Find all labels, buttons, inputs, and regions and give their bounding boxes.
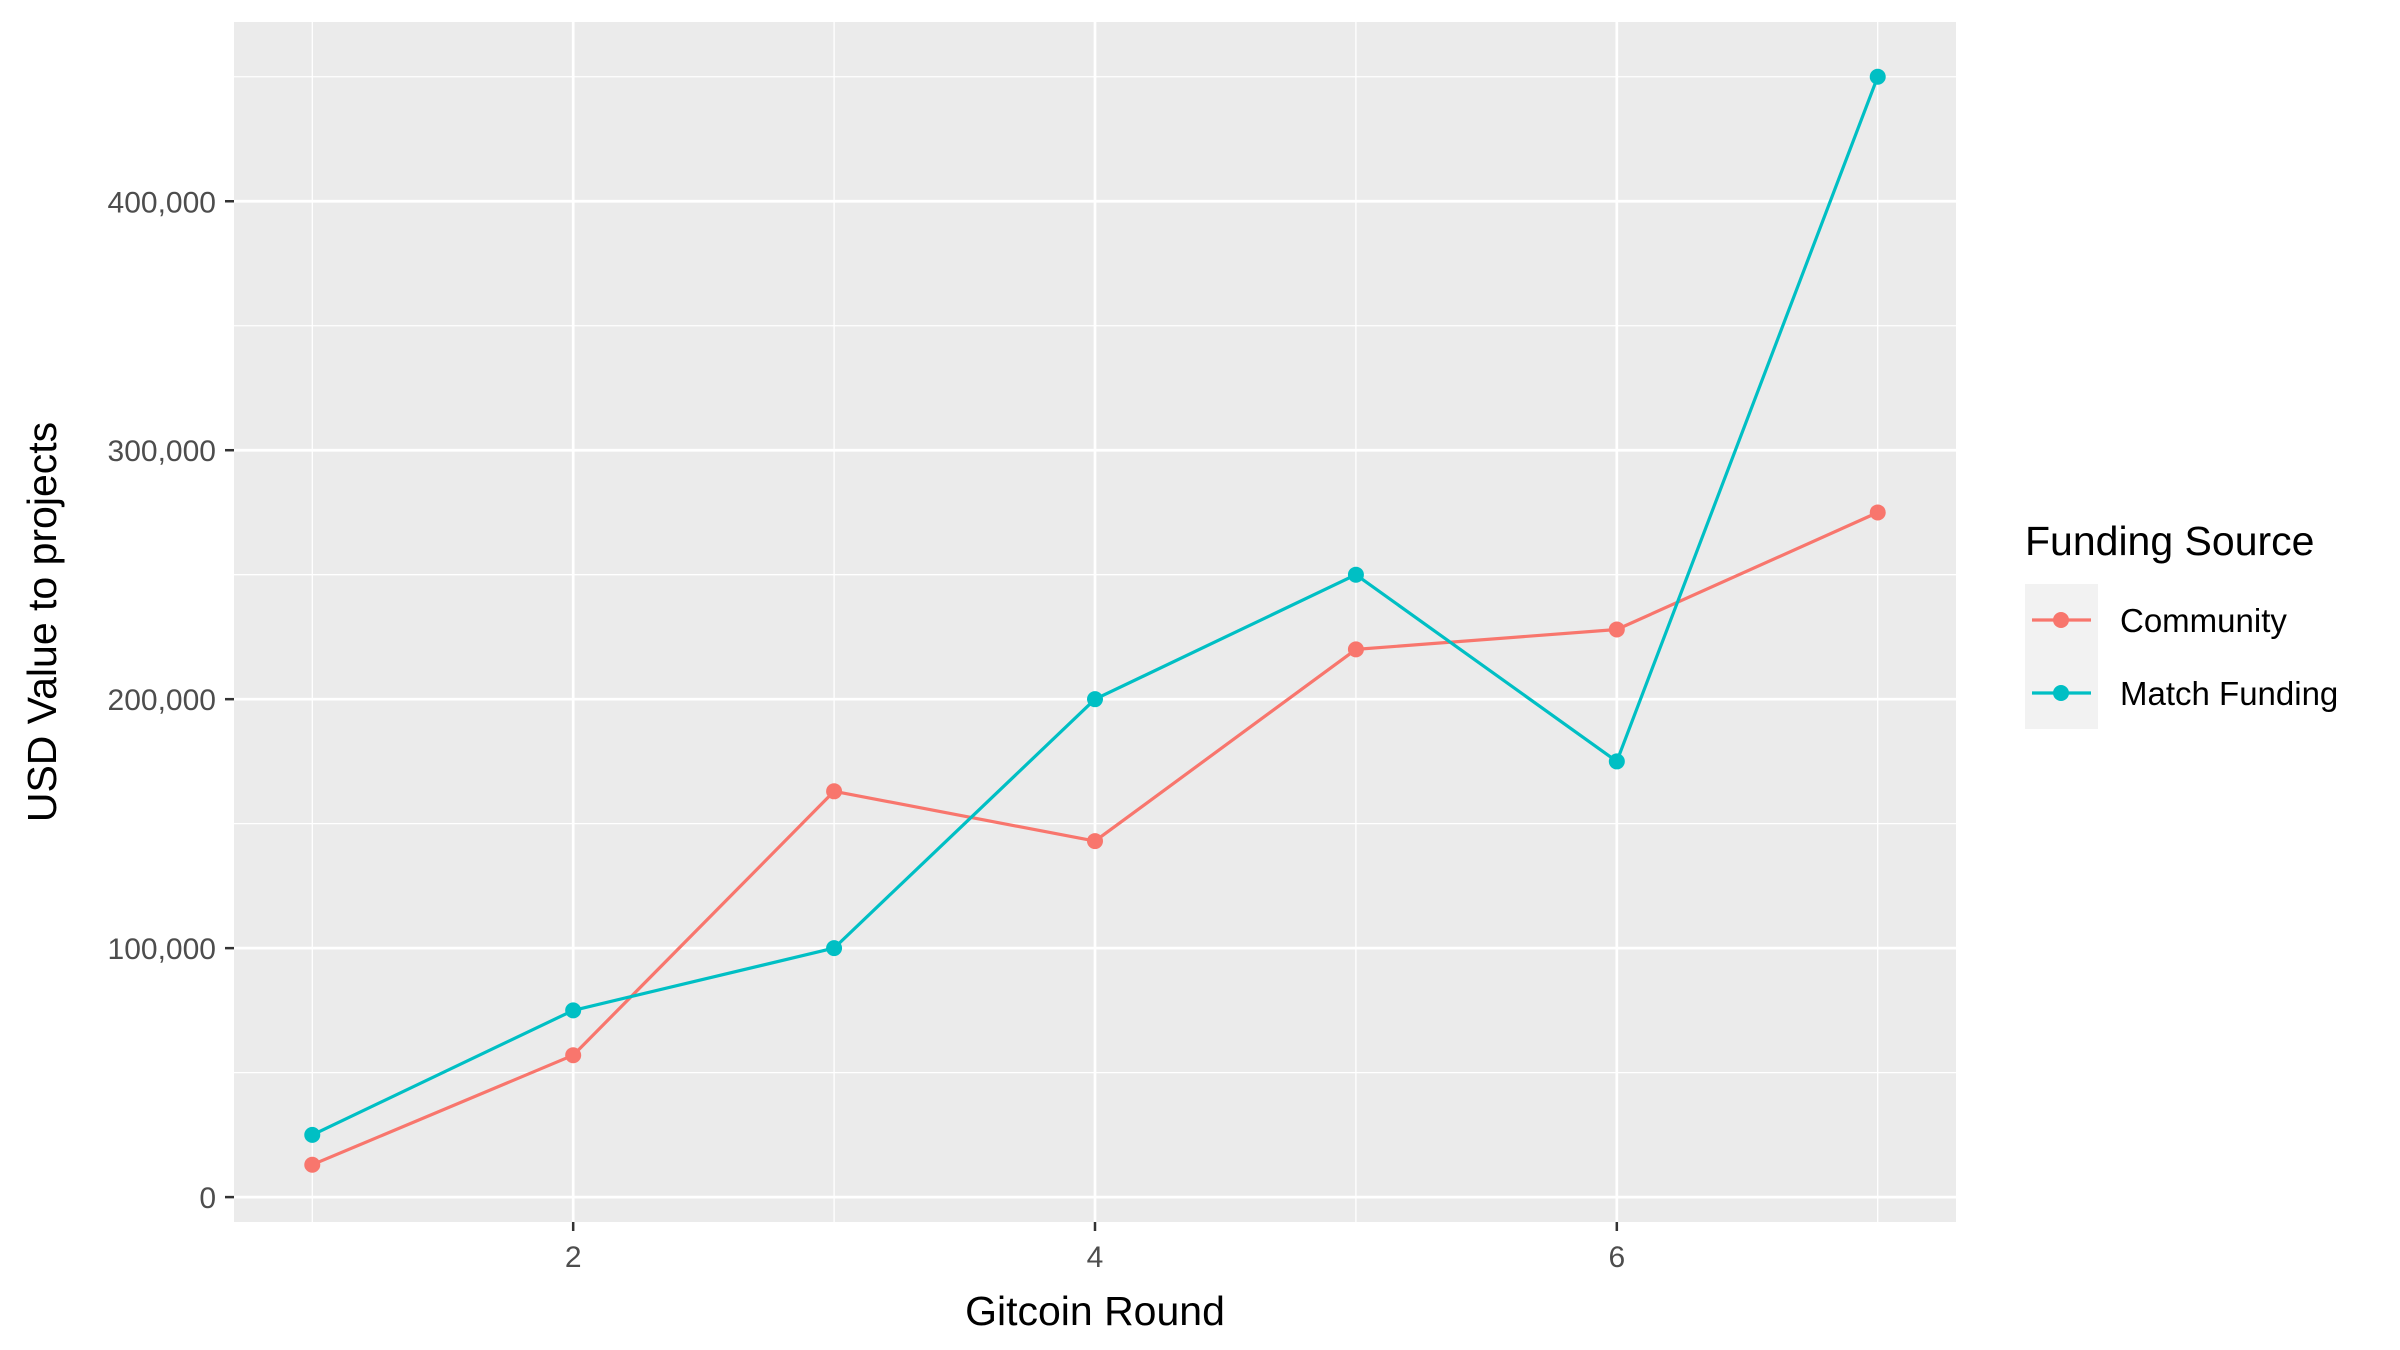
x-tick-label: 2 [565, 1241, 582, 1274]
data-point-match-funding [1869, 68, 1886, 85]
legend-title: Funding Source [2025, 518, 2314, 564]
data-point-match-funding [1087, 691, 1103, 708]
y-axis-title: USD Value to projects [19, 422, 65, 822]
data-point-match-funding [1347, 566, 1364, 583]
data-point-match-funding [304, 1126, 321, 1143]
legend-label-community: Community [2120, 602, 2287, 639]
data-point-community [304, 1156, 321, 1173]
legend-key-point-community [2053, 612, 2069, 628]
legend-key-point-match-funding [2053, 685, 2069, 701]
data-point-community [1608, 621, 1625, 638]
data-point-community [1347, 641, 1364, 658]
series-layer [304, 68, 1886, 1173]
y-tick-label: 400,000 [108, 186, 216, 219]
x-axis-ticks: 2 4 6 [565, 1222, 1625, 1274]
major-gridlines [234, 22, 1956, 1222]
legend-key-background [2025, 584, 2098, 729]
y-tick-label: 100,000 [108, 933, 216, 966]
data-point-match-funding [826, 940, 843, 957]
legend-items: Community Match Funding [2032, 602, 2338, 712]
data-point-community [1087, 833, 1103, 850]
data-point-community [565, 1047, 582, 1064]
y-tick-label: 200,000 [108, 684, 216, 717]
x-tick-label: 4 [1087, 1241, 1104, 1274]
x-tick-label: 6 [1608, 1241, 1625, 1274]
data-point-community [826, 783, 843, 800]
legend: Funding Source Community Match Funding [2025, 518, 2338, 729]
data-point-community [1869, 504, 1886, 521]
y-axis-ticks: 0 100,000 200,000 300,000 400,000 [108, 186, 234, 1215]
y-tick-label: 0 [199, 1182, 216, 1215]
data-point-match-funding [1608, 753, 1625, 770]
y-tick-label: 300,000 [108, 435, 216, 468]
legend-label-match-funding: Match Funding [2120, 675, 2338, 712]
data-point-match-funding [565, 1002, 582, 1019]
x-axis-title: Gitcoin Round [965, 1288, 1225, 1334]
